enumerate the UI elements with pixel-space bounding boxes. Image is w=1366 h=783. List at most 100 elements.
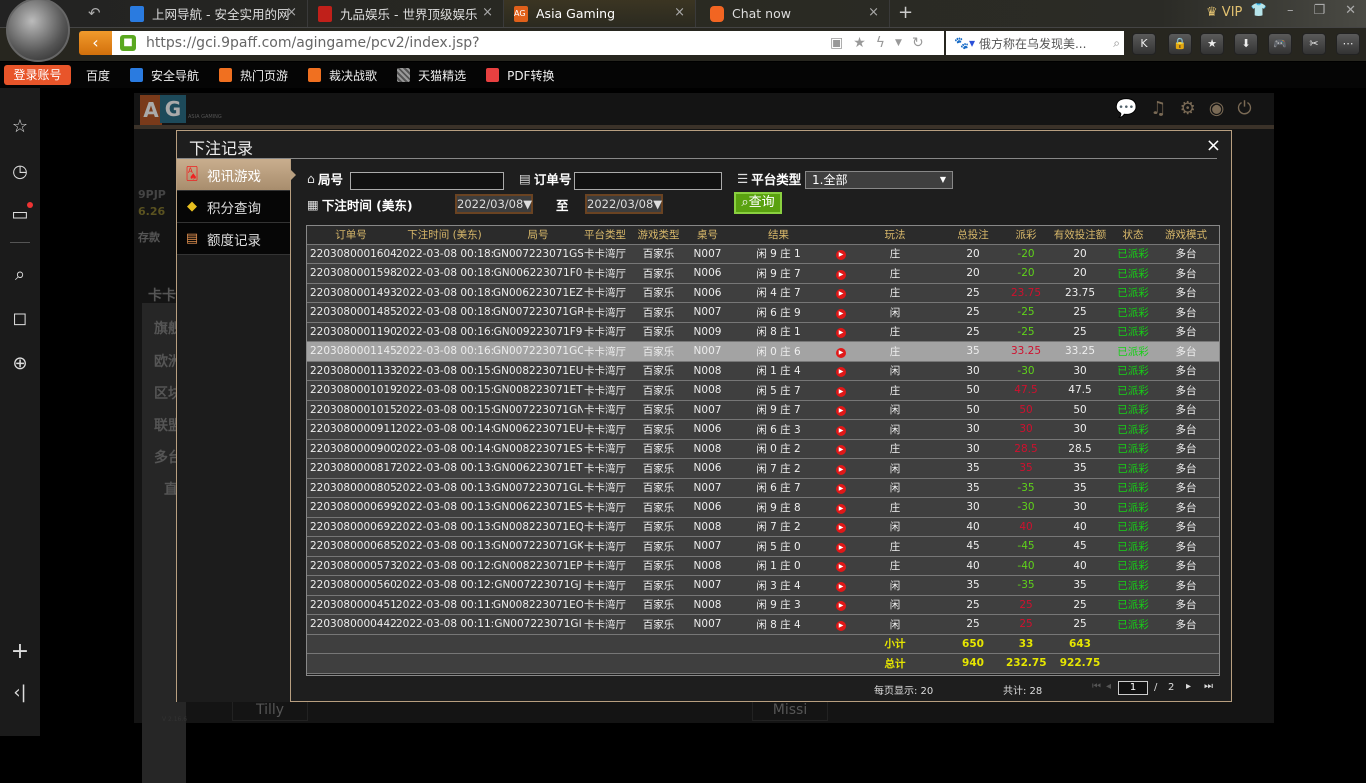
play-replay-icon[interactable]: ▶ [836, 581, 846, 592]
play-button[interactable]: ▶ [832, 595, 850, 615]
play-replay-icon[interactable]: ▶ [836, 269, 846, 280]
close-window-button[interactable]: ✕ [1345, 3, 1356, 18]
tab-jiupin[interactable]: 九品娱乐 - 世界顶级娱乐 × [308, 0, 504, 27]
table-row[interactable]: 2203080000805402022-03-08 00:13:52GN0072… [306, 478, 1220, 498]
play-replay-icon[interactable]: ▶ [836, 250, 846, 261]
next-page-icon[interactable]: ▸ [1186, 681, 1192, 692]
play-replay-icon[interactable]: ▶ [836, 445, 846, 456]
play-button[interactable]: ▶ [832, 419, 850, 440]
music-icon[interactable]: ♫ [1150, 98, 1167, 119]
table-row[interactable]: 2203080001190942022-03-08 00:16:16GN0092… [306, 322, 1220, 342]
table-row[interactable]: 2203080001604562022-03-08 00:18:53GN0072… [306, 244, 1220, 264]
bookmark-hot-games[interactable]: 热门页游 [219, 67, 288, 84]
play-replay-icon[interactable]: ▶ [836, 464, 846, 475]
search-icon[interactable]: ⌕ [1113, 35, 1120, 50]
back-button[interactable]: ‹ [79, 31, 112, 55]
play-button[interactable]: ▶ [832, 380, 850, 401]
play-replay-icon[interactable]: ▶ [836, 542, 846, 553]
play-replay-icon[interactable]: ▶ [836, 308, 846, 319]
play-button[interactable]: ▶ [832, 439, 850, 459]
maximize-button[interactable]: ❐ [1313, 3, 1326, 18]
dropdown-icon[interactable]: ▼ [895, 38, 902, 48]
more-button[interactable]: ⋯ [1336, 33, 1360, 55]
table-row[interactable]: 2203080000685792022-03-08 00:13:07GN0072… [306, 536, 1220, 557]
date-from-picker[interactable]: 2022/03/08▼ [455, 194, 533, 214]
lock-button[interactable]: 🔒 [1168, 33, 1192, 55]
table-row[interactable]: 2203080000560312022-03-08 00:12:20GN0072… [306, 575, 1220, 596]
play-replay-icon[interactable]: ▶ [836, 523, 846, 534]
prev-page-icon[interactable]: ◂ [1106, 681, 1112, 692]
play-button[interactable]: ▶ [832, 263, 850, 284]
k-button[interactable]: K [1132, 33, 1156, 55]
collapse-sidebar-icon[interactable]: ‹| [13, 682, 27, 703]
close-tab-icon[interactable]: × [482, 5, 493, 20]
play-button[interactable]: ▶ [832, 400, 850, 420]
play-button[interactable]: ▶ [832, 497, 850, 518]
refresh-icon[interactable]: ↻ [911, 35, 924, 51]
table-row[interactable]: 2203080000699052022-03-08 00:13:12GN0062… [306, 497, 1220, 518]
undo-close-tab-icon[interactable]: ↶ [88, 4, 101, 22]
tab-asia-gaming[interactable]: AG Asia Gaming × [504, 0, 696, 27]
shopping-bag-icon[interactable]: ◻ [12, 308, 28, 329]
new-tab-button[interactable]: + [898, 2, 914, 23]
bookmark-tmall[interactable]: 天猫精选 [397, 67, 466, 84]
table-row[interactable]: 2203080001133202022-03-08 00:15:57GN0082… [306, 361, 1220, 381]
order-input[interactable] [574, 172, 722, 190]
play-button[interactable]: ▶ [832, 575, 850, 596]
play-replay-icon[interactable]: ▶ [836, 289, 846, 300]
hall-item[interactable]: 多台 [154, 450, 182, 466]
play-replay-icon[interactable]: ▶ [836, 386, 846, 397]
platform-select[interactable]: 1.全部 ▼ [805, 171, 953, 189]
table-row[interactable]: 2203080000817652022-03-08 00:13:55GN0062… [306, 458, 1220, 479]
menu-item-points-query[interactable]: ◆ 积分查询 [177, 191, 290, 223]
star-icon[interactable]: ☆ [11, 116, 29, 137]
tab-nav[interactable]: 上网导航 - 安全实用的网 × [120, 0, 308, 27]
query-button[interactable]: ⌕查询 [734, 192, 782, 214]
table-row[interactable]: 2203080001493762022-03-08 00:18:12GN0062… [306, 283, 1220, 303]
settings-gear-icon[interactable]: ⚙ [1179, 98, 1196, 119]
last-page-icon[interactable]: ⏭ [1204, 681, 1213, 692]
gamepad-button[interactable]: 🎮 [1268, 33, 1292, 55]
deposit-link[interactable]: 存款 [138, 231, 160, 244]
play-replay-icon[interactable]: ▶ [836, 503, 846, 514]
play-button[interactable]: ▶ [832, 244, 850, 264]
bookmark-safe-nav[interactable]: 安全导航 [130, 67, 199, 84]
bookmark-pdf[interactable]: PDF转换 [486, 67, 554, 84]
table-row[interactable]: 2203080000911242022-03-08 00:14:32GN0062… [306, 419, 1220, 440]
browser-logo[interactable] [6, 0, 70, 62]
close-tab-icon[interactable]: × [674, 5, 685, 20]
play-replay-icon[interactable]: ▶ [836, 367, 846, 378]
menu-item-video-games[interactable]: 🂡 视讯游戏 [177, 159, 296, 191]
skin-icon[interactable]: 👕 [1250, 3, 1267, 18]
play-button[interactable]: ▶ [832, 341, 850, 362]
minimize-button[interactable]: – [1286, 3, 1294, 18]
table-row[interactable]: 2203080000442522022-03-08 00:11:37GN0072… [306, 614, 1220, 635]
download-button[interactable]: ⬇ [1234, 33, 1258, 55]
tab-chat[interactable]: Chat now × [700, 0, 890, 27]
briefcase-icon[interactable]: ▭ [9, 202, 33, 226]
round-input[interactable] [350, 172, 504, 190]
table-row[interactable]: 2203080001019442022-03-08 00:15:15GN0082… [306, 380, 1220, 401]
bookmark-caijue[interactable]: 裁决战歌 [308, 67, 377, 84]
gamepad-icon[interactable]: ⊕ [12, 353, 28, 374]
bookmark-baidu[interactable]: 百度 [86, 67, 110, 84]
image-icon[interactable]: ▣ [830, 35, 844, 51]
close-icon[interactable]: × [1205, 135, 1221, 156]
play-replay-icon[interactable]: ▶ [836, 406, 846, 417]
table-row[interactable]: 2203080000900922022-03-08 00:14:29GN0082… [306, 439, 1220, 459]
table-row[interactable]: 2203080000451692022-03-08 00:11:40GN0082… [306, 595, 1220, 615]
screenshot-button[interactable]: ✂ [1302, 33, 1326, 55]
url-input[interactable]: ■ https://gci.9paff.com/agingame/pcv2/ind… [112, 31, 944, 55]
chat-bubble-icon[interactable]: ◉ [1208, 98, 1225, 119]
play-replay-icon[interactable]: ▶ [836, 484, 846, 495]
play-replay-icon[interactable]: ▶ [836, 425, 846, 436]
play-replay-icon[interactable]: ▶ [836, 601, 846, 612]
close-tab-icon[interactable]: × [868, 5, 879, 20]
play-button[interactable]: ▶ [832, 361, 850, 381]
customer-service-icon[interactable]: 💬 [1115, 98, 1138, 119]
play-button[interactable]: ▶ [832, 322, 850, 342]
play-replay-icon[interactable]: ▶ [836, 620, 846, 631]
table-row[interactable]: 2203080001145372022-03-08 00:16:00GN0072… [306, 341, 1220, 362]
star-add-icon[interactable]: ★ [853, 35, 866, 51]
play-button[interactable]: ▶ [832, 478, 850, 498]
